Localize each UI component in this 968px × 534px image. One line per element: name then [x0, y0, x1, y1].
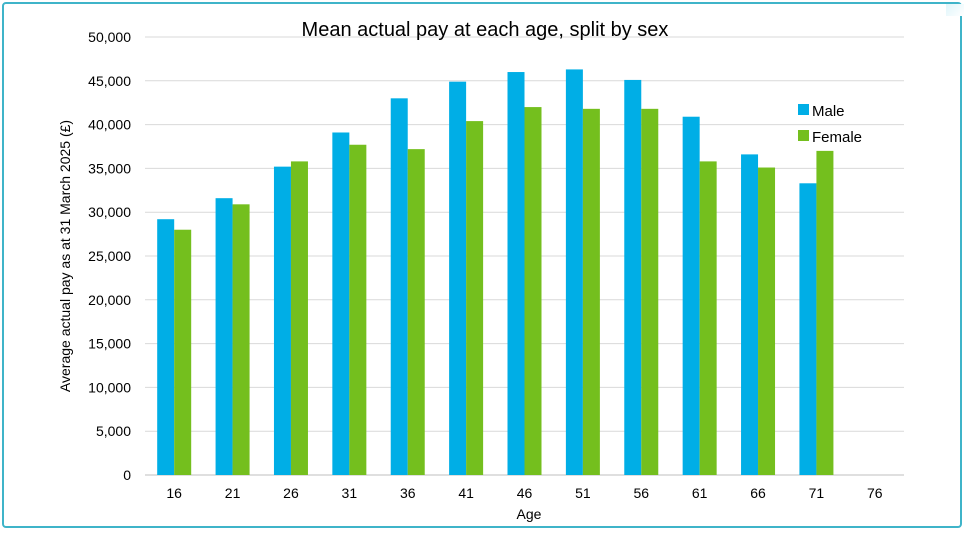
bar-male-46: [507, 72, 525, 475]
y-tick-label: 0: [123, 467, 131, 483]
bar-female-36: [407, 149, 425, 476]
y-tick-label: 25,000: [88, 248, 131, 264]
bar-male-51: [565, 69, 583, 476]
bar-female-51: [582, 108, 600, 475]
bar-female-61: [699, 161, 717, 475]
x-tick-label: 41: [458, 485, 474, 501]
x-tick-label: 61: [692, 485, 708, 501]
bar-male-66: [741, 154, 759, 475]
bar-male-26: [273, 166, 291, 475]
y-tick-label: 45,000: [88, 73, 131, 89]
bar-male-56: [624, 79, 642, 475]
bar-female-31: [349, 144, 367, 476]
bar-female-26: [290, 161, 308, 475]
x-tick-label: 31: [342, 485, 358, 501]
x-tick-labels: 16 21 26 31 36 41 46 51 56 61 66 71 76: [166, 485, 882, 501]
x-tick-label: 46: [517, 485, 533, 501]
x-tick-label: 66: [750, 485, 766, 501]
y-tick-label: 5,000: [96, 423, 131, 439]
y-tick-label: 20,000: [88, 292, 131, 308]
bar-male-31: [332, 132, 350, 475]
legend: Male Female: [798, 103, 862, 146]
bar-female-71: [816, 150, 834, 475]
bar-female-56: [641, 108, 659, 475]
bar-male-71: [799, 183, 817, 476]
x-tick-label: 21: [225, 485, 241, 501]
legend-swatch-male: [798, 104, 809, 115]
bar-female-16: [174, 229, 192, 475]
bar-male-36: [390, 98, 408, 475]
chart-title: Mean actual pay at each age, split by se…: [302, 19, 669, 41]
y-tick-label: 35,000: [88, 160, 131, 176]
y-tick-label: 10,000: [88, 379, 131, 395]
x-tick-label: 71: [809, 485, 825, 501]
bar-female-41: [466, 121, 484, 475]
bar-female-46: [524, 107, 542, 475]
bar-male-21: [215, 198, 233, 475]
x-tick-label: 36: [400, 485, 416, 501]
y-tick-label: 15,000: [88, 336, 131, 352]
legend-label-female: Female: [812, 129, 862, 146]
y-tick-label: 30,000: [88, 204, 131, 220]
x-tick-label: 16: [166, 485, 182, 501]
legend-swatch-female: [798, 130, 809, 141]
x-tick-label: 26: [283, 485, 299, 501]
bars: [157, 69, 834, 476]
bar-male-61: [682, 116, 700, 475]
x-tick-label: 76: [867, 485, 883, 501]
frame-corner-decoration: [946, 4, 964, 16]
y-axis-title: Average actual pay as at 31 March 2025 (…: [57, 120, 73, 392]
y-tick-labels: 0 5,000 10,000 15,000 20,000 25,000 30,000 35,0…: [88, 29, 131, 483]
y-tick-label: 40,000: [88, 117, 131, 133]
y-tick-label: 50,000: [88, 29, 131, 45]
legend-label-male: Male: [812, 103, 845, 120]
x-tick-label: 51: [575, 485, 591, 501]
bar-male-16: [157, 219, 175, 475]
x-tick-label: 56: [633, 485, 649, 501]
bar-female-66: [758, 167, 776, 476]
bar-female-21: [232, 204, 250, 476]
x-axis-title: Age: [517, 506, 542, 522]
bar-male-41: [449, 81, 467, 476]
